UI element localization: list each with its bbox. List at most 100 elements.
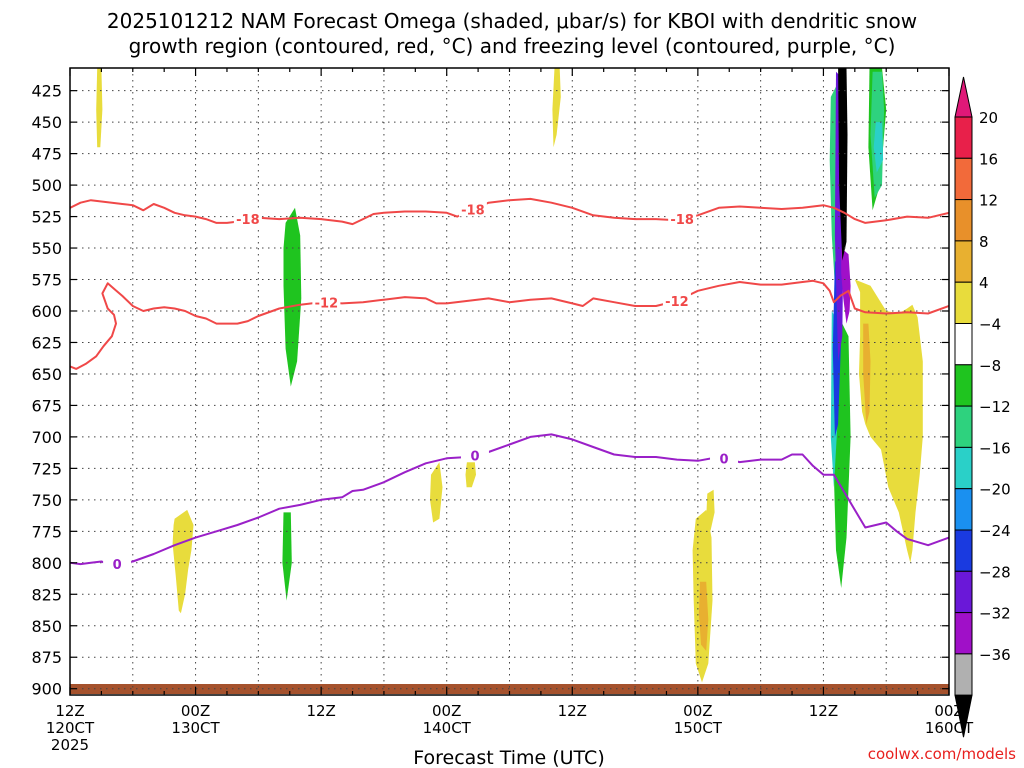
omega-region-33: [841, 248, 851, 324]
ytick-label-425: 425: [31, 82, 62, 101]
contour-minus12: [70, 279, 949, 370]
omega-region-3: [366, 84, 398, 412]
xtick-label-2-0: 12Z: [306, 702, 335, 720]
omega-region-42: [854, 279, 923, 563]
label-minus12-0-bg: [312, 294, 341, 310]
ytick-label-525: 525: [31, 208, 62, 227]
xtick-label-0-2: 2025: [51, 736, 89, 754]
colorbar-label-13: −36: [979, 646, 1011, 664]
colorbar-label-8: −16: [979, 439, 1011, 457]
ytick-label-725: 725: [31, 459, 62, 478]
x-axis-label: Forecast Time (UTC): [413, 747, 604, 768]
omega-region-18: [765, 527, 792, 664]
y-axis: 425 450 475 500 525 550 575 600 625 650 675 700 725 7…: [31, 82, 949, 699]
omega-region-43: [698, 581, 709, 651]
label-minus18-0: -18: [236, 213, 260, 228]
terrain-strip: [70, 684, 949, 694]
ytick-label-500: 500: [31, 176, 62, 195]
omega-region-12: [514, 361, 537, 488]
colorbar-label-3: 8: [979, 233, 989, 251]
label-freezing-1-bg: [460, 447, 489, 463]
xtick-label-4-0: 12Z: [558, 702, 587, 720]
grid-lines: [70, 68, 949, 695]
xtick-label-1-1: 130CT: [171, 719, 220, 737]
omega-region-11: [496, 449, 515, 588]
colorbar-bottom-arrow: [954, 694, 973, 738]
label-freezing-1: 0: [470, 449, 479, 464]
colorbar-label-9: −20: [979, 481, 1011, 499]
contour-minus18: [70, 197, 949, 226]
colorbar-seg-3: [954, 240, 973, 283]
xtick-label-1-0: 00Z: [181, 702, 210, 720]
label-minus12-0: -12: [315, 296, 339, 311]
xtick-label-5-1: 150CT: [674, 719, 723, 737]
colorbar-label-12: −32: [979, 605, 1011, 623]
omega-region-0: [178, 68, 256, 664]
xtick-label-0-0: 12Z: [55, 702, 84, 720]
omega-region-17: [660, 581, 668, 604]
omega-region-35: [96, 68, 103, 148]
label-freezing-2: 0: [719, 452, 728, 467]
ytick-label-900: 900: [31, 680, 62, 699]
label-minus12-1: -12: [665, 295, 689, 310]
ytick-label-550: 550: [31, 239, 62, 258]
omega-region-44: [863, 323, 871, 425]
colorbar-seg-13: [954, 653, 973, 696]
label-minus18-1: -18: [461, 203, 485, 218]
ytick-label-450: 450: [31, 113, 62, 132]
ytick-label-475: 475: [31, 145, 62, 164]
colorbar-label-4: 4: [979, 274, 989, 292]
temperature-contours: [70, 197, 949, 567]
omega-region-9: [394, 562, 423, 626]
colorbar-seg-7: [954, 405, 973, 448]
ytick-label-700: 700: [31, 428, 62, 447]
omega-region-14: [560, 266, 579, 475]
omega-region-8: [70, 455, 77, 551]
omega-region-36: [552, 68, 561, 148]
omega-region-22: [277, 411, 290, 463]
ytick-label-750: 750: [31, 491, 62, 510]
ytick-label-825: 825: [31, 585, 62, 604]
omega-region-19: [789, 487, 809, 651]
omega-shaded-regions: [70, 68, 923, 683]
xtick-label-7-0: 00Z: [934, 702, 963, 720]
omega-region-16: [464, 147, 473, 211]
omega-region-10: [469, 468, 495, 670]
omega-region-13: [534, 361, 559, 488]
omega-region-38: [430, 462, 443, 523]
colorbar-label-0: 20: [979, 109, 998, 127]
colorbar-seg-9: [954, 488, 973, 531]
omega-region-29: [873, 122, 884, 173]
xtick-label-5-0: 00Z: [683, 702, 712, 720]
xtick-label-3-1: 140CT: [423, 719, 472, 737]
colorbar-seg-11: [954, 570, 973, 614]
colorbar-label-5: −4: [979, 316, 1001, 334]
omega-region-23: [283, 207, 302, 387]
colorbar-seg-10: [954, 529, 973, 572]
ytick-label-650: 650: [31, 365, 62, 384]
label-freezing-0: 0: [113, 558, 122, 573]
omega-region-5: [331, 489, 359, 604]
xtick-label-6-0: 12Z: [809, 702, 838, 720]
ytick-label-875: 875: [31, 648, 62, 667]
colorbar-top-arrow: [954, 76, 973, 118]
label-minus18-2: -18: [670, 213, 694, 228]
colorbar-seg-0: [954, 116, 973, 159]
colorbar-label-7: −12: [979, 398, 1011, 416]
omega-region-24: [282, 512, 292, 601]
label-minus18-2-bg: [668, 211, 697, 227]
xtick-label-0-1: 120CT: [46, 719, 95, 737]
omega-region-6: [366, 518, 389, 601]
label-freezing-2-bg: [710, 450, 739, 466]
contour-freezing-level: [70, 433, 949, 567]
colorbar-seg-4: [954, 281, 973, 325]
chart-title-line2: growth region (contoured, red, °C) and f…: [129, 34, 896, 58]
colorbar-label-1: 16: [979, 150, 998, 168]
ytick-label-625: 625: [31, 333, 62, 352]
label-minus18-0-bg: [233, 211, 262, 227]
omega-region-7: [71, 474, 107, 664]
colorbar-seg-5: [954, 323, 973, 366]
credit-text: coolwx.com/models: [868, 745, 1016, 763]
colorbar-label-2: 12: [979, 192, 998, 210]
